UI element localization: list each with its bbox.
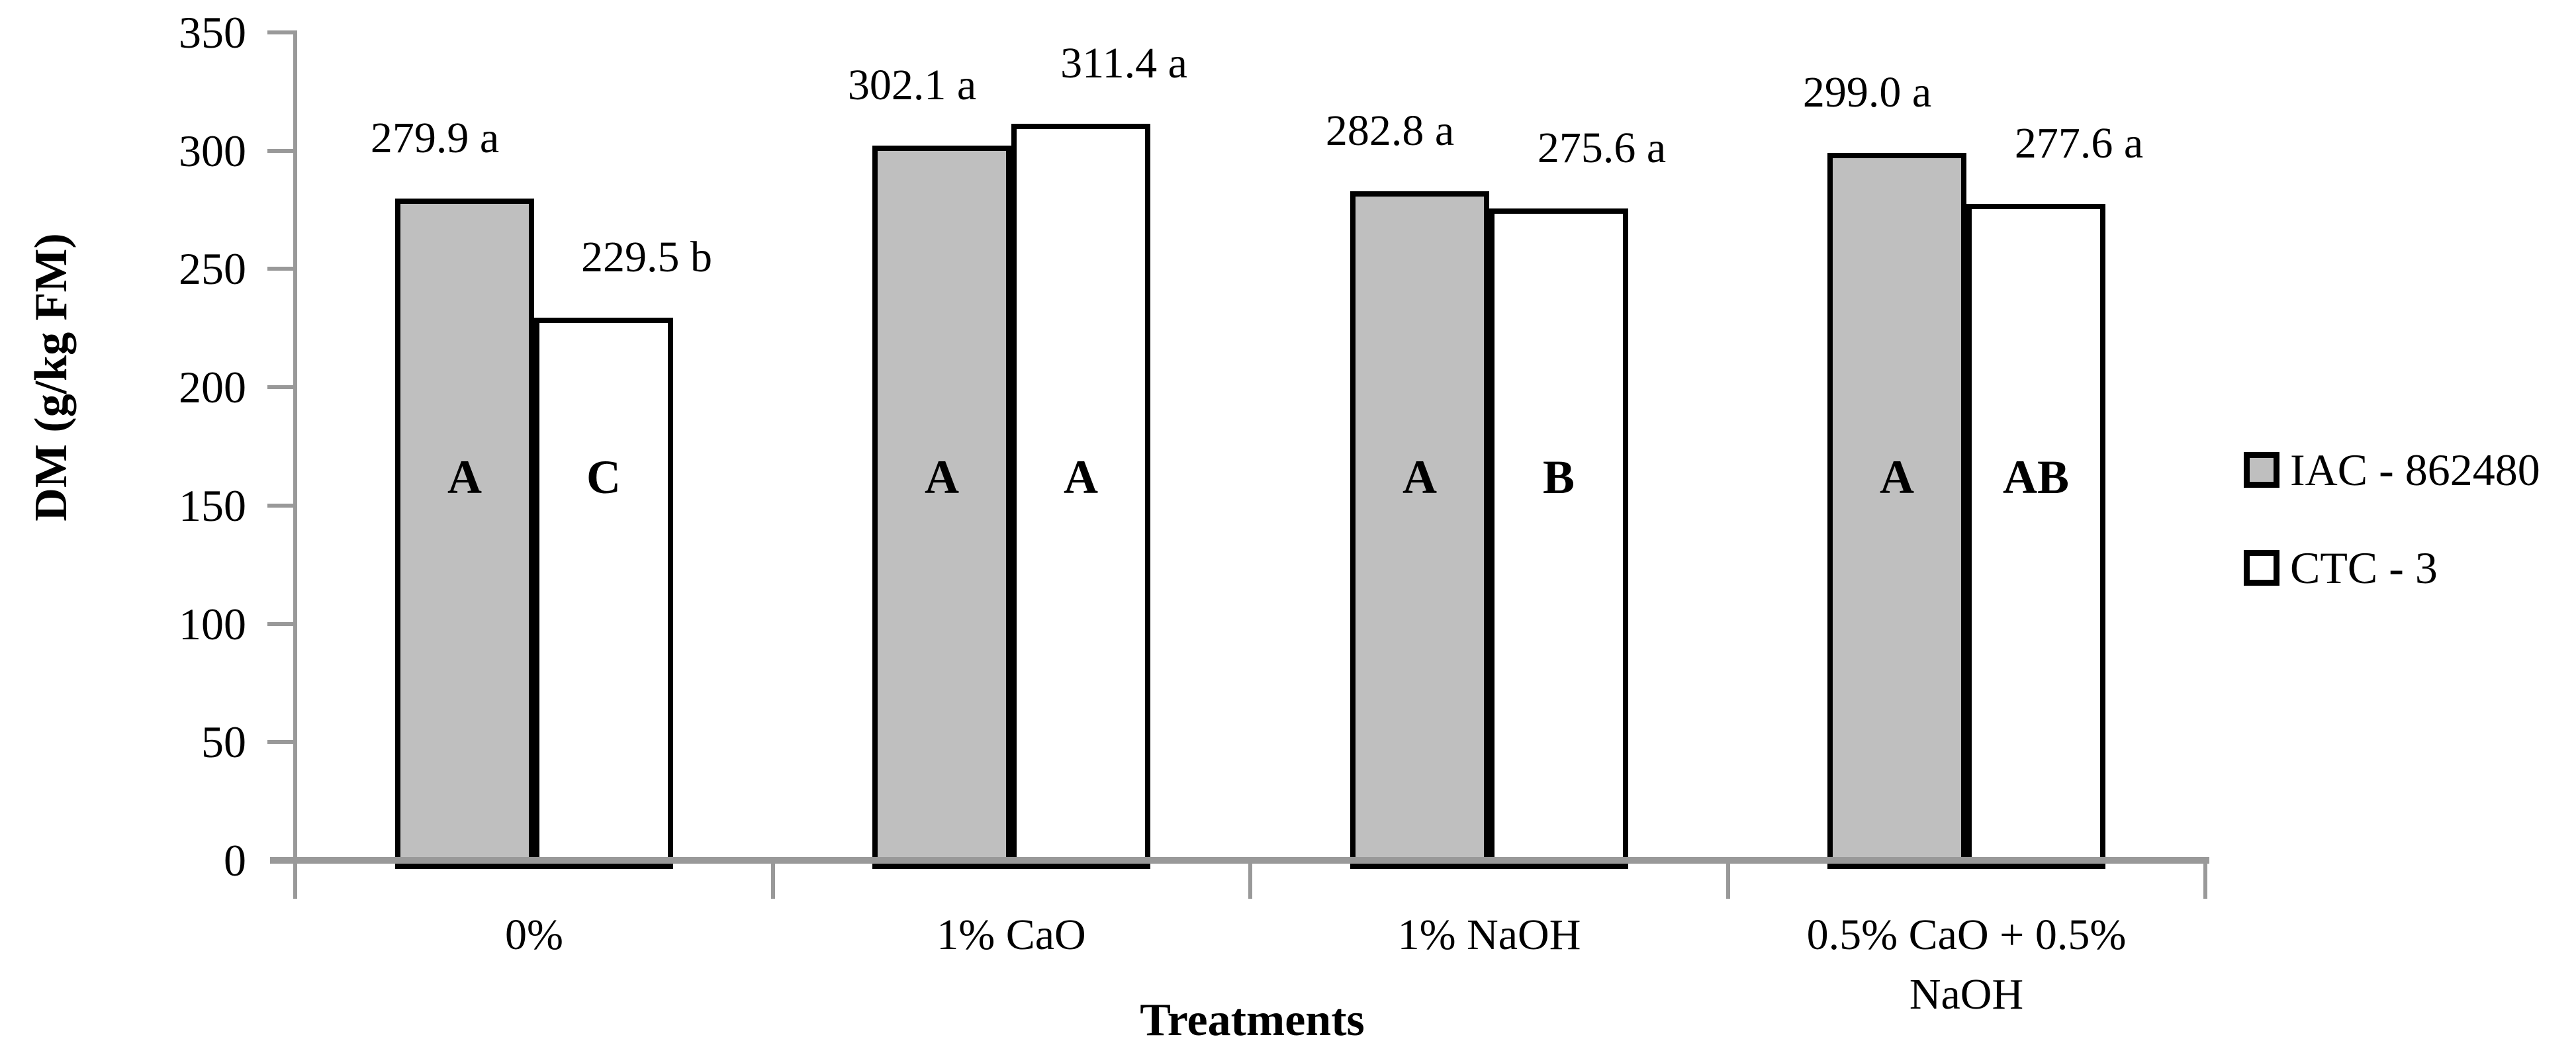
- x-axis-title: Treatments: [1140, 995, 1365, 1046]
- bar-IAC-862480-0: [395, 199, 534, 869]
- bar-value-label: 311.4 a: [1060, 39, 1187, 87]
- bar-value-label: 299.0 a: [1802, 68, 1932, 116]
- x-boundary-tick: [1726, 857, 1730, 899]
- x-boundary-tick: [293, 857, 297, 899]
- x-category-label: 0%: [505, 911, 563, 959]
- x-axis-line: [270, 857, 2209, 864]
- y-tick-label: 200: [179, 362, 246, 412]
- bar-value-label: 229.5 b: [581, 233, 712, 281]
- y-tick: [267, 30, 294, 34]
- x-category-label: 1% NaOH: [1397, 911, 1581, 959]
- legend-swatch-gray: [2244, 452, 2279, 488]
- x-category-label: 1% CaO: [937, 911, 1086, 959]
- bar-letter: B: [1542, 451, 1575, 504]
- y-tick-label: 0: [224, 835, 246, 886]
- bar-value-label: 302.1 a: [847, 61, 977, 109]
- y-tick-label: 350: [179, 7, 246, 58]
- y-tick-label: 100: [179, 599, 246, 649]
- x-boundary-tick: [1248, 857, 1252, 899]
- bar-CTC-3-1: [1011, 124, 1150, 869]
- y-tick: [267, 740, 294, 744]
- y-tick-label: 250: [179, 244, 246, 294]
- y-tick: [267, 622, 294, 626]
- bar-IAC-862480-1: [872, 146, 1011, 869]
- bar-CTC-3-3: [1966, 204, 2105, 869]
- y-tick: [267, 504, 294, 508]
- bar-value-label: 279.9 a: [370, 114, 500, 162]
- x-category-label: 0.5% CaO + 0.5% NaOH: [1806, 911, 2127, 1019]
- x-boundary-tick: [2203, 857, 2207, 899]
- legend-label: CTC - 3: [2290, 543, 2438, 593]
- bar-letter: C: [586, 451, 621, 504]
- bar-IAC-862480-2: [1350, 191, 1489, 869]
- y-tick-label: 150: [179, 480, 246, 531]
- y-tick: [267, 149, 294, 153]
- x-boundary-tick: [771, 857, 775, 899]
- y-tick-label: 300: [179, 126, 246, 176]
- legend-swatch-white: [2244, 550, 2279, 586]
- bar-value-label: 282.8 a: [1325, 107, 1455, 155]
- bar-letter: A: [1880, 451, 1914, 504]
- y-axis-title: DM (g/kg FM): [26, 233, 77, 522]
- bar-letter: A: [1403, 451, 1437, 504]
- bar-value-label: 275.6 a: [1537, 124, 1667, 172]
- y-tick-label: 50: [201, 717, 246, 767]
- bar-letter: A: [1064, 451, 1098, 504]
- y-axis-line: [293, 30, 297, 864]
- legend-label: IAC - 862480: [2290, 445, 2540, 495]
- y-tick: [267, 267, 294, 271]
- y-tick: [267, 385, 294, 389]
- bar-letter: A: [925, 451, 959, 504]
- bar-letter: A: [447, 451, 482, 504]
- bar-CTC-3-2: [1489, 208, 1628, 869]
- bar-CTC-3-0: [534, 318, 673, 869]
- bar-letter: AB: [2002, 451, 2070, 504]
- bar-value-label: 277.6 a: [2014, 119, 2144, 167]
- bar-IAC-862480-3: [1827, 153, 1966, 869]
